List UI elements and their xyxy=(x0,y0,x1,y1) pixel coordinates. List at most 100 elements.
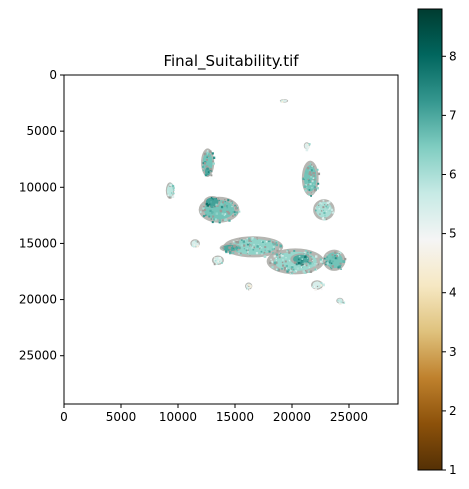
region-pixel xyxy=(253,238,256,241)
region-pixel xyxy=(307,183,310,186)
region-pixel xyxy=(239,252,242,255)
region-pixel xyxy=(322,206,325,209)
region-pixel xyxy=(208,215,211,218)
region-pixel xyxy=(224,198,226,201)
region-pixel xyxy=(312,172,315,175)
region-pixel xyxy=(228,246,231,249)
region-pixel xyxy=(167,194,170,197)
region-pixel xyxy=(196,242,199,245)
region-pixel xyxy=(315,209,317,212)
region-pixel xyxy=(206,173,209,175)
region-pixel xyxy=(297,258,300,261)
region-pixel xyxy=(232,247,234,249)
region-pixel xyxy=(331,211,335,214)
region-pixel xyxy=(288,259,291,262)
region-pixel xyxy=(171,195,175,198)
region-pixel xyxy=(203,152,207,156)
y-tick-label: 5000 xyxy=(26,124,57,138)
region-pixel xyxy=(308,189,311,191)
region-pixel xyxy=(317,263,319,266)
region-pixel xyxy=(281,254,284,257)
region-pixel xyxy=(215,197,217,200)
region-pixel xyxy=(214,256,216,259)
region-pixel xyxy=(273,261,277,265)
region-pixel xyxy=(308,172,311,175)
region-pixel xyxy=(251,237,254,240)
region-pixel xyxy=(211,198,214,200)
region-pixel xyxy=(342,301,346,304)
region-pixel xyxy=(212,162,215,165)
region-pixel xyxy=(305,148,307,150)
region-pixel xyxy=(210,204,213,207)
region-pixel xyxy=(303,185,307,188)
region-pixel xyxy=(313,175,316,177)
region-pixel xyxy=(326,262,329,265)
region-pixel xyxy=(316,187,319,190)
region-pixel xyxy=(331,268,333,270)
region-pixel xyxy=(206,153,208,155)
region-pixel xyxy=(263,255,267,258)
region-pixel xyxy=(334,255,336,257)
region-pixel xyxy=(330,262,333,265)
x-tick-label: 25000 xyxy=(330,410,368,424)
region-pixel xyxy=(259,248,261,250)
region-pixel xyxy=(289,266,292,269)
region-pixel xyxy=(234,247,236,249)
region-pixel xyxy=(319,202,322,204)
region-pixel xyxy=(319,260,323,263)
y-tick-label: 0 xyxy=(49,68,57,82)
region-pixel xyxy=(242,240,246,243)
y-tick-label: 20000 xyxy=(19,293,57,307)
region-pixel xyxy=(202,169,205,172)
region-pixel xyxy=(316,168,319,171)
region-pixel xyxy=(308,193,311,196)
region-pixel xyxy=(303,255,307,258)
region-pixel xyxy=(327,200,329,203)
region-pixel xyxy=(316,263,318,265)
region-pixel xyxy=(193,246,196,248)
region-pixel xyxy=(322,209,325,211)
region-pixel xyxy=(310,164,313,166)
region-pixel xyxy=(277,257,279,259)
region-pixel xyxy=(308,169,311,172)
region-pixel xyxy=(232,251,235,254)
region-pixel xyxy=(246,252,248,254)
region-pixel xyxy=(292,268,295,271)
region-pixel xyxy=(314,186,316,188)
region-pixel xyxy=(251,246,254,249)
region-pixel xyxy=(210,201,212,203)
region-pixel xyxy=(323,257,326,260)
region-pixel xyxy=(293,261,297,264)
region-pixel xyxy=(318,204,321,206)
region-pixel xyxy=(248,237,251,240)
region-pixel xyxy=(320,210,323,212)
region-pixel xyxy=(340,268,342,270)
region-pixel xyxy=(260,250,263,253)
region-pixel xyxy=(229,249,232,252)
region-pixel xyxy=(167,190,170,193)
region-pixel xyxy=(310,169,313,172)
region-pixel xyxy=(224,218,228,221)
region-pixel xyxy=(272,240,274,242)
region-pixel xyxy=(269,240,271,242)
region-pixel xyxy=(319,213,321,215)
region-pixel xyxy=(224,205,226,207)
region-pixel xyxy=(283,100,285,102)
region-pixel xyxy=(328,201,331,204)
region-pixel xyxy=(284,260,287,263)
region-pixel xyxy=(305,270,307,272)
region-pixel xyxy=(278,248,281,250)
region-pixel xyxy=(218,221,221,224)
region-pixel xyxy=(302,177,305,181)
region-pixel xyxy=(314,268,317,271)
region-pixel xyxy=(172,192,175,195)
region-pixel xyxy=(286,270,289,273)
region-pixel xyxy=(256,238,258,240)
region-pixel xyxy=(202,162,205,164)
region-pixel xyxy=(246,287,249,290)
region-pixel xyxy=(275,260,278,262)
region-pixel xyxy=(248,239,251,242)
region-pixel xyxy=(328,263,330,266)
region-pixel xyxy=(322,283,325,287)
